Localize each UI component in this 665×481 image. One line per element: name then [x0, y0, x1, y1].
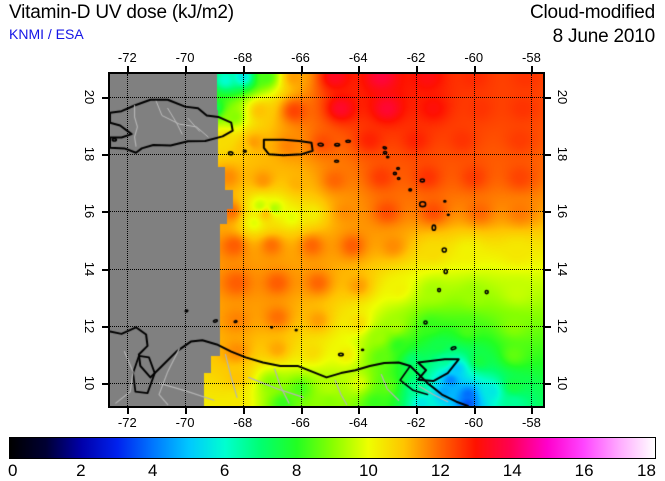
tick-bottom--68 — [242, 408, 245, 414]
tick-bottom--62 — [415, 408, 418, 414]
colorbar-tick-label-2: 2 — [76, 461, 86, 480]
colorbar-gradient — [10, 438, 655, 458]
y-tick-label-right-10: 10 — [555, 375, 570, 391]
x-tick-label-bottom--64: -64 — [348, 415, 368, 430]
tick-bottom--60 — [473, 408, 476, 414]
tick-bottom--70 — [185, 408, 188, 414]
source-credit: KNMI / ESA — [9, 26, 84, 42]
x-tick-label-bottom--58: -58 — [522, 415, 541, 430]
tick-left-16 — [102, 211, 108, 214]
colorbar — [9, 437, 656, 459]
tick-right-18 — [545, 154, 551, 157]
x-tick-label-top--64: -64 — [348, 50, 368, 65]
y-tick-label-right-14: 14 — [555, 261, 570, 276]
tick-left-10 — [102, 383, 108, 386]
x-tick-label-top--70: -70 — [175, 50, 195, 65]
tick-right-20 — [545, 96, 551, 99]
tick-top--68 — [242, 66, 245, 72]
tick-top--62 — [415, 66, 418, 72]
colorbar-tick-label-12: 12 — [430, 461, 450, 480]
colorbar-tick-label-10: 10 — [358, 461, 378, 480]
y-tick-label-right-12: 12 — [555, 318, 570, 334]
tick-right-16 — [545, 211, 551, 214]
y-tick-label-left-12: 12 — [82, 318, 97, 334]
colorbar-tick-label-0: 0 — [8, 461, 18, 480]
x-tick-label-bottom--72: -72 — [117, 415, 137, 430]
y-tick-label-left-18: 18 — [82, 146, 97, 162]
uv-dose-heatmap — [110, 74, 543, 406]
colorbar-tick-label-6: 6 — [219, 461, 230, 480]
tick-bottom--58 — [531, 408, 534, 414]
tick-top--60 — [473, 66, 476, 72]
x-tick-label-top--68: -68 — [233, 50, 253, 65]
x-tick-label-bottom--66: -66 — [291, 415, 310, 430]
colorbar-tick-label-18: 18 — [637, 461, 656, 480]
y-tick-label-right-18: 18 — [555, 146, 570, 162]
tick-right-12 — [545, 325, 551, 328]
x-tick-label-bottom--70: -70 — [175, 415, 195, 430]
tick-top--58 — [531, 66, 534, 72]
x-tick-label-top--66: -66 — [291, 50, 310, 65]
y-tick-label-left-20: 20 — [82, 89, 97, 105]
x-tick-label-top--72: -72 — [117, 50, 137, 65]
x-tick-label-top--60: -60 — [464, 50, 484, 65]
colorbar-tick-label-14: 14 — [502, 461, 522, 480]
map-plot-area — [108, 72, 545, 408]
tick-left-18 — [102, 154, 108, 157]
x-tick-label-bottom--68: -68 — [233, 415, 253, 430]
colorbar-tick-label-16: 16 — [574, 461, 594, 480]
tick-top--66 — [300, 66, 303, 72]
tick-right-10 — [545, 383, 551, 386]
tick-top--64 — [358, 66, 361, 72]
x-tick-label-top--62: -62 — [406, 50, 426, 65]
y-tick-label-right-20: 20 — [555, 89, 570, 105]
colorbar-tick-label-4: 4 — [148, 461, 158, 480]
tick-top--72 — [127, 66, 130, 72]
y-tick-label-left-10: 10 — [82, 375, 97, 391]
x-tick-label-top--58: -58 — [522, 50, 541, 65]
y-tick-label-left-16: 16 — [82, 204, 97, 219]
page-title: Vitamin-D UV dose (kJ/m2) — [9, 2, 234, 23]
tick-bottom--72 — [127, 408, 130, 414]
y-tick-label-left-14: 14 — [82, 261, 97, 276]
tick-right-14 — [545, 268, 551, 271]
tick-top--70 — [185, 66, 188, 72]
tick-left-20 — [102, 96, 108, 99]
tick-left-14 — [102, 268, 108, 271]
product-mode-label: Cloud-modified — [530, 2, 655, 23]
date-label: 8 June 2010 — [552, 26, 656, 47]
colorbar-tick-label-8: 8 — [291, 461, 302, 480]
tick-bottom--64 — [358, 408, 361, 414]
tick-bottom--66 — [300, 408, 303, 414]
y-tick-label-right-16: 16 — [555, 204, 570, 219]
x-tick-label-bottom--62: -62 — [406, 415, 426, 430]
tick-left-12 — [102, 325, 108, 328]
x-tick-label-bottom--60: -60 — [464, 415, 484, 430]
